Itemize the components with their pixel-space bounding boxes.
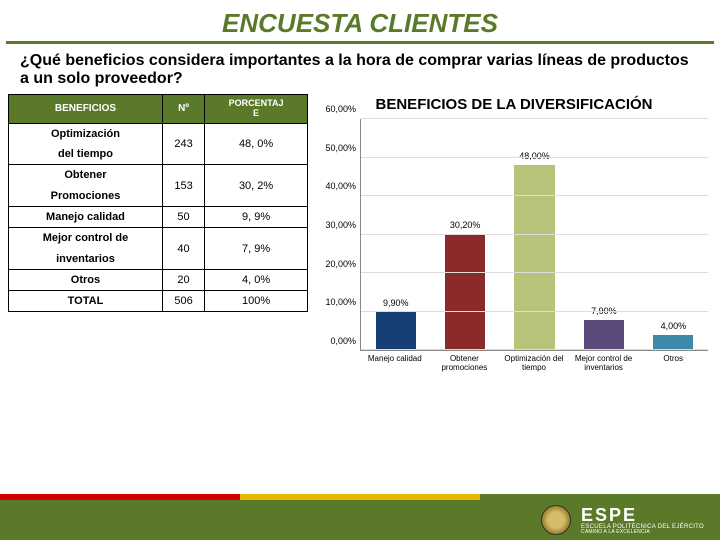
th-porc-l2: E xyxy=(253,108,259,118)
benefits-table-wrap: BENEFICIOS Nº PORCENTAJ E Optimización24… xyxy=(8,94,308,379)
gridline xyxy=(361,349,708,350)
table-row-n: 40 xyxy=(162,228,204,270)
x-tick-label: Manejo calidad xyxy=(360,353,430,379)
chart-xlabels: Manejo calidadObtener promocionesOptimiz… xyxy=(360,353,708,379)
benefits-table: BENEFICIOS Nº PORCENTAJ E Optimización24… xyxy=(8,94,308,312)
x-tick-label: Obtener promociones xyxy=(430,353,500,379)
espe-motto: CAMINO A LA EXCELENCIA xyxy=(581,530,704,535)
bar-column: 4,00% xyxy=(639,119,708,350)
bar: 9,90% xyxy=(376,312,416,350)
footer: ESPE ESCUELA POLITÉCNICA DEL EJÉRCITO CA… xyxy=(0,494,720,540)
content-row: BENEFICIOS Nº PORCENTAJ E Optimización24… xyxy=(0,94,720,379)
x-tick-label: Otros xyxy=(638,353,708,379)
table-row-label: Promociones xyxy=(9,186,163,207)
bar-column: 9,90% xyxy=(361,119,430,350)
bar-column: 30,20% xyxy=(430,119,499,350)
th-beneficios: BENEFICIOS xyxy=(9,95,163,124)
footer-bar: ESPE ESCUELA POLITÉCNICA DEL EJÉRCITO CA… xyxy=(0,500,720,540)
y-tick-label: 0,00% xyxy=(316,336,356,346)
bar-value-label: 4,00% xyxy=(661,321,687,331)
table-row-n: 506 xyxy=(162,291,204,312)
table-row-label: Otros xyxy=(9,269,163,290)
gridline xyxy=(361,234,708,235)
table-row-label: inventarios xyxy=(9,249,163,270)
bar: 48,00% xyxy=(514,165,554,350)
gridline xyxy=(361,272,708,273)
bar-value-label: 30,20% xyxy=(450,220,481,230)
chart-title: BENEFICIOS DE LA DIVERSIFICACIÓN xyxy=(316,94,712,119)
table-row-label: TOTAL xyxy=(9,291,163,312)
table-row-label: Manejo calidad xyxy=(9,206,163,227)
gridline xyxy=(361,311,708,312)
table-row-pct: 9, 9% xyxy=(205,206,308,227)
x-tick-label: Optimización del tiempo xyxy=(499,353,569,379)
chart-wrap: BENEFICIOS DE LA DIVERSIFICACIÓN 9,90% 30… xyxy=(316,94,712,379)
gridline xyxy=(361,118,708,119)
footer-stripe xyxy=(0,494,720,500)
table-row-pct: 100% xyxy=(205,291,308,312)
bar-value-label: 9,90% xyxy=(383,298,409,308)
th-porc-l1: PORCENTAJ xyxy=(229,98,284,108)
y-tick-label: 40,00% xyxy=(316,181,356,191)
table-row-label: Optimización xyxy=(9,123,163,144)
bar: 7,90% xyxy=(584,320,624,350)
espe-logo: ESPE ESCUELA POLITÉCNICA DEL EJÉRCITO CA… xyxy=(581,506,704,535)
bar: 30,20% xyxy=(445,234,485,350)
table-row-n: 20 xyxy=(162,269,204,290)
bar-chart: 9,90% 30,20% 48,00% 7,90% 4,00% Manejo calid… xyxy=(316,119,712,379)
y-tick-label: 50,00% xyxy=(316,143,356,153)
chart-bars: 9,90% 30,20% 48,00% 7,90% 4,00% xyxy=(361,119,708,350)
table-row-pct: 48, 0% xyxy=(205,123,308,165)
bar: 4,00% xyxy=(653,335,693,350)
table-row-label: Obtener xyxy=(9,165,163,186)
bar-column: 48,00% xyxy=(500,119,569,350)
y-tick-label: 30,00% xyxy=(316,220,356,230)
table-row-n: 50 xyxy=(162,206,204,227)
crest-icon xyxy=(541,505,571,535)
table-row-pct: 4, 0% xyxy=(205,269,308,290)
y-tick-label: 20,00% xyxy=(316,259,356,269)
th-n: Nº xyxy=(162,95,204,124)
chart-plot: 9,90% 30,20% 48,00% 7,90% 4,00% xyxy=(360,119,708,351)
table-row-pct: 30, 2% xyxy=(205,165,308,207)
x-tick-label: Mejor control de inventarios xyxy=(569,353,639,379)
gridline xyxy=(361,157,708,158)
survey-question: ¿Qué beneficios considera importantes a … xyxy=(0,44,720,94)
table-row-label: Mejor control de xyxy=(9,228,163,249)
bar-column: 7,90% xyxy=(569,119,638,350)
table-row-n: 243 xyxy=(162,123,204,165)
espe-brand: ESPE xyxy=(581,506,704,524)
y-tick-label: 60,00% xyxy=(316,104,356,114)
y-tick-label: 10,00% xyxy=(316,297,356,307)
th-porcentaje: PORCENTAJ E xyxy=(205,95,308,124)
table-row-n: 153 xyxy=(162,165,204,207)
table-row-label: del tiempo xyxy=(9,144,163,165)
gridline xyxy=(361,195,708,196)
table-row-pct: 7, 9% xyxy=(205,228,308,270)
page-title: ENCUESTA CLIENTES xyxy=(6,0,714,44)
